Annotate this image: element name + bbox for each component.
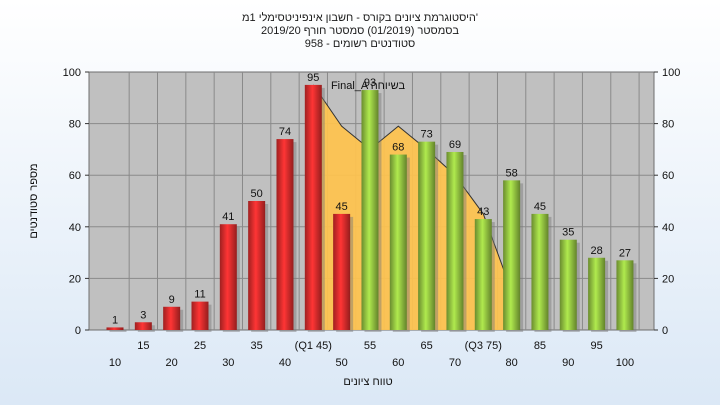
x-tick-label: 70 [449,357,461,369]
y-axis-right-ticks: 0 20 40 60 80 100 [654,67,680,337]
chart-title: היסטוגרמת ציונים בקורס - חשבון אינפיניטס… [242,11,478,50]
x-tick-label: 25 [194,340,206,352]
y-tick-label: 60 [69,170,81,182]
data-label: 58 [505,167,517,179]
x-tick-label: 80 [505,357,517,369]
x-tick-label: 55 [364,340,376,352]
bar [361,90,379,330]
data-label: 74 [279,126,291,138]
data-label: 73 [421,129,433,141]
x-tick-label: (Q1 45) [295,340,332,352]
y-tick-label: 80 [662,119,674,131]
bar [559,239,577,330]
y-tick-label: 0 [75,325,81,337]
data-label: 9 [169,294,175,306]
bars [106,84,637,333]
data-label: 27 [619,247,631,259]
x-tick-label: 65 [421,340,433,352]
data-label: 68 [392,142,404,154]
x-tick-label: 50 [336,357,348,369]
y-tick-label: 40 [662,222,674,234]
bar [163,306,181,330]
bar [191,301,209,330]
x-tick-label: 60 [392,357,404,369]
y-axis-label: מספר סטודנטים [28,163,40,238]
y-tick-label: 100 [63,67,81,79]
data-label: 1 [112,314,118,326]
data-label: 3 [140,309,146,321]
data-label: 35 [562,227,574,239]
bar [304,84,322,331]
bar [389,154,407,330]
data-label: 69 [449,139,461,151]
x-axis-ticks: 10 15 20 25 30 35 40 (Q1 45) 50 55 60 65 70 (Q3 75)80… [109,340,634,369]
y-tick-label: 80 [69,119,81,131]
x-tick-label: 85 [534,340,546,352]
x-axis-label: טווח ציונים [343,376,392,388]
x-tick-label: 20 [166,357,178,369]
bar [503,180,521,330]
bar [446,151,464,330]
data-label: 95 [307,72,319,84]
data-labels: 1 3 9 11 41 50 74 95 45 93 68 73 69 43 58 45 35 28 27 [112,72,631,327]
y-tick-label: 20 [69,273,81,285]
x-tick-label: 10 [109,357,121,369]
data-label: 93 [364,77,376,89]
bar [531,213,549,330]
title-line-1: היסטוגרמת ציונים בקורס - חשבון אינפיניטס… [242,11,478,24]
data-label: 50 [251,188,263,200]
x-tick-label: (Q3 75) [465,340,502,352]
y-tick-label: 100 [662,67,680,79]
bar [588,257,606,330]
title-line-2: בסמסטר (01/2019) סמסטר חורף 2019/20 [261,25,459,37]
x-tick-label: 35 [251,340,263,352]
y-tick-label: 60 [662,170,674,182]
bar [418,141,436,330]
y-tick-label: 40 [69,222,81,234]
bar [106,327,124,330]
bar-shadow [109,330,127,332]
bar [474,219,492,330]
bar [134,322,152,330]
x-tick-label: 100 [616,357,634,369]
bar [616,260,634,330]
y-axis-left-ticks: 0 20 40 60 80 100 [63,67,89,337]
title-line-3: 958 - סטודנטים רשומים [305,38,416,50]
y-tick-label: 0 [662,325,668,337]
overlay-label: Final_A בשיוחה [331,80,405,92]
data-label: 45 [534,201,546,213]
overlay-line [312,84,513,292]
x-tick-label: 15 [137,340,149,352]
bar [276,139,294,330]
data-label: 45 [336,201,348,213]
bar [219,224,237,330]
x-tick-label: 95 [590,340,602,352]
data-label: 11 [194,289,205,301]
y-tick-label: 20 [662,273,674,285]
x-tick-label: 40 [279,357,291,369]
bar [248,201,266,330]
bar [333,213,351,330]
x-tick-label: 30 [222,357,234,369]
x-tick-label: 90 [562,357,574,369]
data-label: 43 [477,206,489,218]
data-label: 41 [222,211,234,223]
data-label: 28 [590,245,602,257]
